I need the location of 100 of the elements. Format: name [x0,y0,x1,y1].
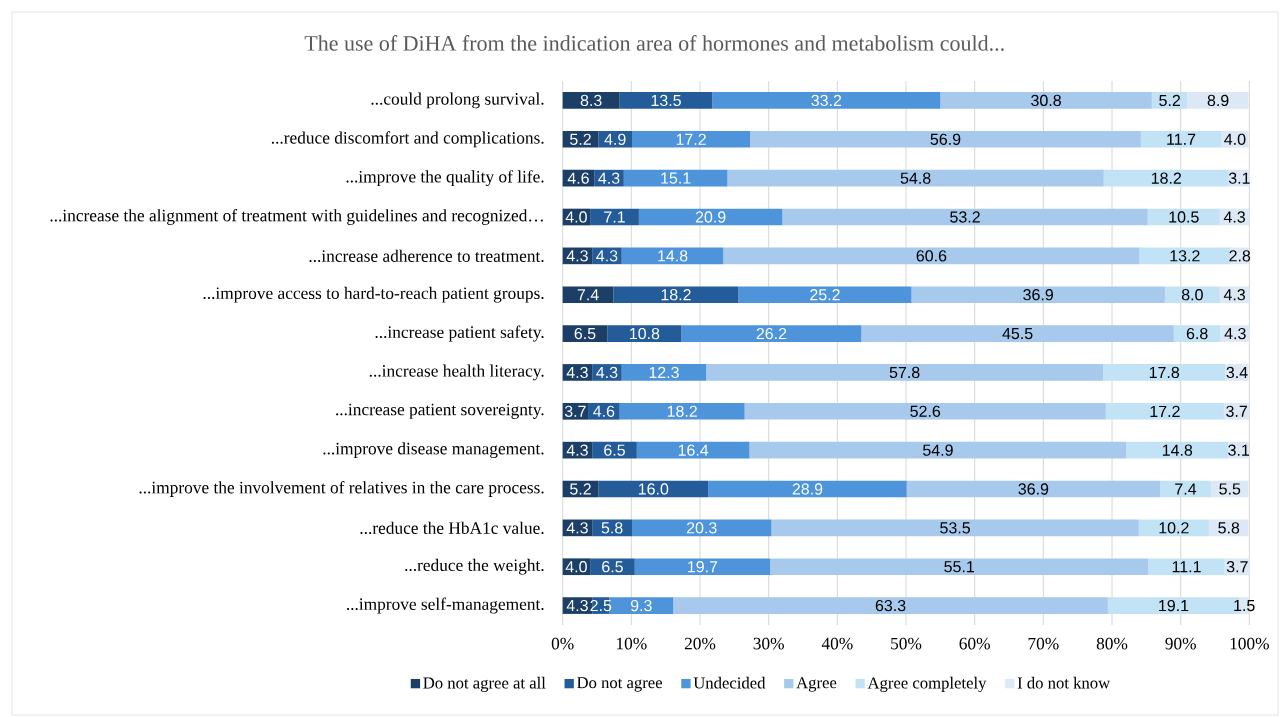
data-label: 57.8 [889,366,920,379]
data-label: 7.1 [604,211,625,223]
bar [634,558,771,576]
y-tick-label: ...improve the involvement of relatives in the care process. [139,481,544,497]
bar [911,286,1165,304]
data-label: 17.8 [1149,366,1180,379]
y-tick-label: ...reduce discomfort and complications. [271,131,544,148]
data-label: 12.3 [649,366,679,379]
y-tick-label: ...increase patient safety. [375,325,544,342]
data-label: 19.7 [688,561,718,573]
data-label: 17.2 [1150,405,1180,417]
data-label: 2.5 [590,599,612,612]
data-label: 8.0 [1181,289,1203,301]
data-label: 4.3 [1224,327,1246,340]
data-label: 4.3 [566,250,588,262]
data-label: 5.2 [570,133,591,145]
x-tick-label: 20% [684,637,716,650]
bar [750,130,1141,148]
x-tick-label: 70% [1028,637,1059,650]
data-label: 6.5 [602,561,623,573]
data-label: 4.3 [566,444,588,456]
x-tick-label: 30% [753,637,784,650]
data-label: 11.1 [1172,561,1201,573]
bar [613,286,739,304]
data-label: 30.8 [1031,94,1061,107]
data-label: 16.0 [638,483,669,495]
y-tick-label: ...reduce the HbA1c value. [360,521,544,534]
bar [861,325,1174,342]
data-label: 3.1 [1228,444,1250,456]
bar [619,402,745,420]
data-label: 4.3 [1223,211,1245,223]
data-label: 36.9 [1018,483,1049,495]
data-label: 60.6 [916,250,947,262]
bar [636,441,750,459]
bar [621,247,724,265]
data-label: 9.3 [630,599,652,612]
y-tick-label: ...improve access to hard-to-reach patient groups. [203,286,544,303]
bar [1187,92,1249,109]
y-tick-label: ...reduce the weight. [405,558,544,575]
data-label: 4.3 [596,250,618,262]
bar [607,325,682,342]
data-label: 5.2 [570,483,591,495]
bar [1126,441,1229,459]
data-label: 15.1 [661,172,691,184]
data-label: 55.1 [944,561,975,573]
data-label: 3.1 [1228,172,1250,184]
bar [1105,402,1224,420]
data-label: 14.8 [658,250,688,262]
data-label: 8.3 [580,94,602,107]
bar [708,480,907,498]
bar [782,208,1148,226]
data-label: 26.2 [756,327,787,340]
data-label: 4.3 [566,366,588,379]
data-label: 4.9 [604,133,626,145]
legend-label: I do not know [1017,676,1111,689]
legend-label: Do not agree at all [423,676,546,693]
data-label: 3.7 [564,405,586,417]
y-tick-label: ...increase health literacy. [369,364,544,381]
data-label: 6.5 [574,327,596,340]
data-label: 54.8 [900,172,931,184]
bar [1140,130,1222,148]
data-label: 4.6 [593,405,615,417]
legend-label: Agree [796,677,837,692]
data-label: 3.7 [1226,405,1247,417]
data-label: 6.8 [1186,327,1208,340]
data-label: 10.2 [1159,522,1189,534]
data-label: 36.9 [1023,289,1053,301]
data-label: 18.2 [661,289,691,301]
bar [632,130,751,148]
bar [723,247,1140,265]
data-label: 10.5 [1169,211,1199,223]
x-tick-label: 10% [616,637,647,650]
data-label: 5.8 [601,522,623,534]
data-label: 4.0 [565,211,587,223]
data-label: 18.2 [1151,172,1182,184]
bar [562,92,620,109]
data-label: 53.5 [940,522,970,534]
bar [749,441,1127,459]
y-tick-label: ...increase the alignment of treatment with guidelines and recognized… [50,209,543,225]
y-tick-label: ...improve disease management. [323,442,544,459]
data-label: 7.4 [1175,483,1197,495]
x-tick-label: 80% [1096,637,1128,650]
x-tick-label: 60% [959,637,990,650]
data-label: 5.8 [1218,522,1240,534]
data-label: 4.3 [566,599,588,612]
bar [712,92,941,109]
bar [632,519,772,537]
legend-label: Undecided [693,676,766,689]
bar [590,208,639,226]
data-label: 4.0 [1224,133,1246,145]
bar [1103,364,1226,381]
data-label: 56.9 [930,133,961,145]
bar [706,364,1104,381]
data-label: 52.6 [910,405,941,417]
bar [738,286,912,304]
data-label: 18.2 [667,405,697,417]
data-label: 13.2 [1170,250,1200,262]
data-label: 45.5 [1002,328,1033,340]
data-label: 17.2 [676,133,706,145]
data-label: 53.2 [950,211,980,223]
